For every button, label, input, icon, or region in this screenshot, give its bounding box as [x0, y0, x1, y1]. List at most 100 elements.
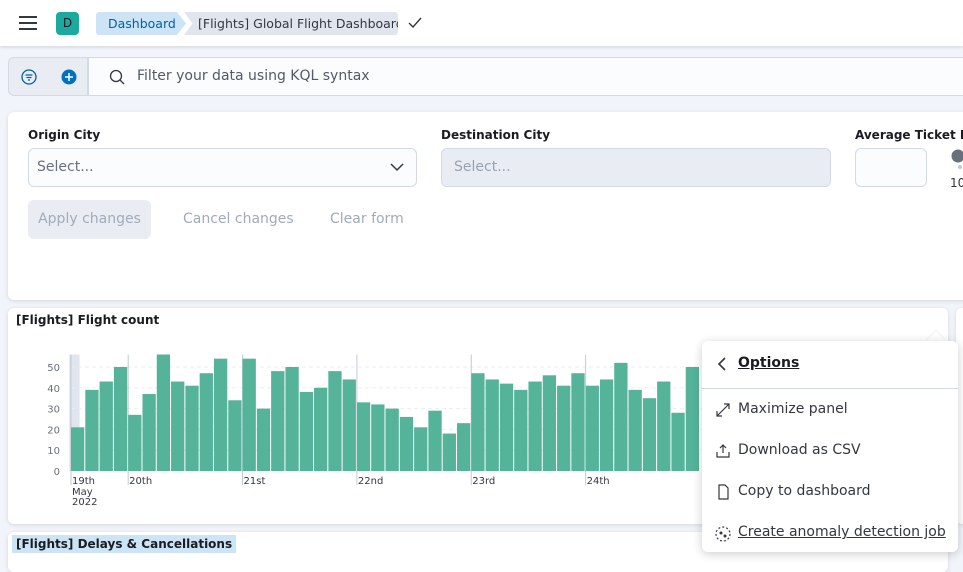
apply-button[interactable]: Apply changes: [28, 200, 151, 239]
menu-item[interactable]: Download as CSV: [738, 442, 861, 458]
y-tick-label: 10: [47, 446, 60, 457]
bar: [586, 386, 599, 471]
clear-button[interactable]: Clear form: [330, 200, 404, 239]
x-tick-label: 23rd: [472, 476, 495, 487]
y-tick-label: 40: [47, 384, 60, 395]
select-placeholder: Select...: [454, 159, 511, 175]
bar: [543, 375, 556, 471]
maximize-icon: [715, 402, 731, 418]
y-tick-label: 50: [47, 363, 60, 374]
controls-panel: Origin City Select... Destination City S…: [8, 112, 963, 300]
bar: [614, 363, 627, 471]
x-tick-label: 20th: [129, 476, 152, 487]
x-tick-label: 19th: [72, 476, 95, 487]
add-filter-icon[interactable]: [60, 68, 78, 86]
range-min-wrap: 10: [950, 176, 963, 190]
bar: [71, 427, 84, 471]
bar: [657, 382, 670, 471]
bar: [185, 386, 198, 471]
space-avatar[interactable]: D: [56, 12, 79, 35]
page: D Dashboard [Flights] Global Flight Dash…: [0, 0, 963, 558]
bar: [314, 388, 327, 471]
field-label-wrap: Average Ticket Price: [855, 128, 963, 142]
bar: [600, 379, 613, 471]
back-icon[interactable]: [717, 357, 727, 371]
divider: [702, 388, 958, 389]
breadcrumb: [Flights] Global Flight Dashboard: [184, 12, 398, 35]
bar: [285, 367, 298, 471]
bar: [514, 390, 527, 471]
bar: [128, 415, 141, 471]
bar: [100, 382, 113, 471]
bar: [157, 355, 170, 472]
bar: [528, 382, 541, 471]
filter-buttons: [8, 57, 88, 96]
bar: [343, 379, 356, 471]
x-tick-label: 24th: [587, 476, 610, 487]
bar: [228, 400, 241, 471]
bar: [500, 384, 513, 471]
bar: [671, 413, 684, 471]
download-icon: [715, 443, 731, 459]
select[interactable]: Select...: [28, 148, 417, 187]
bar: [686, 367, 699, 471]
menu-toggle[interactable]: [19, 16, 37, 30]
bar: [414, 427, 427, 471]
menu-item[interactable]: Copy to dashboard: [738, 483, 871, 499]
bar: [142, 394, 155, 471]
bar: [443, 434, 456, 471]
bar: [643, 398, 656, 471]
bar: [386, 409, 399, 471]
x-tick-sublabel: 2022: [72, 497, 97, 508]
bar: [486, 379, 499, 471]
range-input[interactable]: [855, 148, 927, 187]
chevron-down: [390, 163, 404, 172]
field-label: Origin City: [28, 128, 100, 142]
bar: [243, 359, 256, 471]
y-tick-label: 0: [54, 467, 60, 478]
bar: [114, 367, 127, 471]
bar: [428, 411, 441, 471]
menu-item[interactable]: Maximize panel: [738, 401, 848, 417]
bar: [357, 402, 370, 471]
bar: [300, 392, 313, 471]
search-input[interactable]: Filter your data using KQL syntax: [88, 57, 963, 96]
bar: [571, 373, 584, 471]
bar: [371, 404, 384, 471]
range-slider[interactable]: [950, 148, 963, 172]
cancel-button[interactable]: Cancel changes: [183, 200, 294, 239]
header: D Dashboard [Flights] Global Flight Dash…: [0, 0, 963, 46]
bar: [85, 390, 98, 471]
check-icon: [408, 17, 422, 29]
field-label: Average Ticket Price: [855, 128, 963, 142]
filter-icon[interactable]: [20, 68, 38, 86]
bar: [400, 417, 413, 471]
x-tick-label: 22nd: [358, 476, 383, 487]
bar: [171, 382, 184, 471]
select-placeholder: Select...: [37, 159, 94, 175]
bar: [257, 409, 270, 471]
search-placeholder: Filter your data using KQL syntax: [137, 68, 370, 84]
ml-icon: [714, 525, 732, 543]
select-disabled: Select...: [441, 148, 831, 187]
panel-title: [Flights] Delays & Cancellations: [12, 535, 236, 553]
bar: [328, 371, 341, 471]
y-tick-label: 30: [47, 405, 60, 416]
x-tick-label: 21st: [244, 476, 266, 487]
range-min: 10: [950, 176, 963, 190]
menu-item[interactable]: Create anomaly detection job: [738, 524, 946, 540]
bar: [214, 359, 227, 471]
menu-title[interactable]: Options: [738, 355, 799, 371]
bar: [457, 423, 470, 471]
search-icon: [109, 69, 125, 85]
field-label: Destination City: [441, 128, 550, 142]
y-tick-label: 20: [47, 425, 60, 436]
bar: [557, 386, 570, 471]
bar: [471, 373, 484, 471]
bar: [200, 373, 213, 471]
options-menu: Options Maximize panel Download as CSV C…: [702, 341, 958, 552]
copy-icon: [715, 484, 731, 500]
bar: [271, 371, 284, 471]
breadcrumb[interactable]: Dashboard: [96, 12, 186, 35]
bar: [629, 390, 642, 471]
